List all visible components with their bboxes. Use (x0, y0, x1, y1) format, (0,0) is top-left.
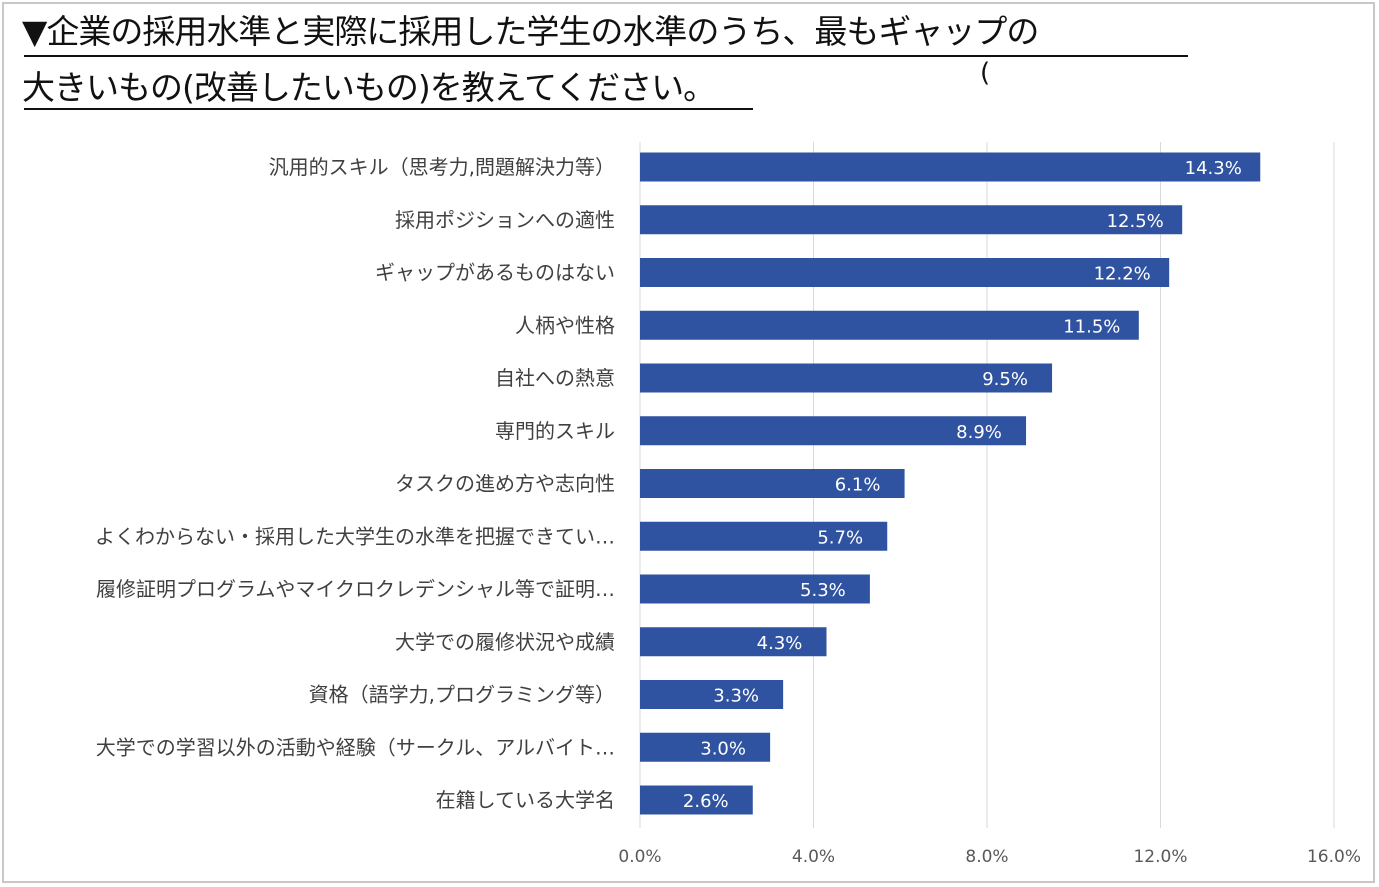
title-underline-2 (24, 108, 753, 110)
bar (640, 469, 905, 498)
bar-value-label: 6.1% (835, 475, 881, 496)
category-label: 汎用的スキル（思考力,問題解決力等） (269, 155, 615, 179)
category-label: 専門的スキル (495, 419, 615, 443)
data-labels: 14.3% 12.5% 12.2% 11.5% 9.5% 8.9% 6.1% 5.7% 5.3%… (683, 158, 1242, 812)
bar-value-label: 12.2% (1094, 264, 1151, 285)
x-axis-tick-labels: 0.0% 4.0% 8.0% 12.0% 16.0% (618, 847, 1361, 867)
category-label: 履修証明プログラムやマイクロクレデンシャル等で証明… (96, 577, 615, 601)
stray-parenthesis: ( (980, 58, 991, 88)
chart-title-line-1: ▼企業の採用水準と実際に採用した学生の水準のうち、最もギャップの (22, 12, 1039, 51)
x-tick-label: 16.0% (1307, 847, 1361, 867)
bar (640, 574, 870, 604)
bar (640, 205, 1183, 235)
chart-title-line-2: 大きいもの(改善したいもの)を教えてください。 (22, 68, 716, 107)
bar-value-label: 12.5% (1107, 211, 1164, 232)
category-label: 人柄や性格 (515, 313, 615, 337)
category-label: ギャップがあるものはない (375, 261, 615, 285)
bar-value-label: 4.3% (757, 633, 803, 654)
category-label: タスクの進め方や志向性 (395, 472, 615, 496)
bar-value-label: 11.5% (1063, 316, 1120, 337)
bar (640, 680, 784, 709)
bar-value-label: 5.7% (817, 527, 863, 548)
category-labels: 汎用的スキル（思考力,問題解決力等） 採用ポジションへの適性ギャップがあるものはな… (95, 155, 615, 812)
category-label: 大学での履修状況や成績 (395, 630, 615, 654)
category-label: 自社への熱意 (495, 366, 615, 390)
bar (640, 310, 1139, 340)
category-label: よくわからない・採用した大学生の水準を把握できてい… (95, 524, 615, 548)
bar-value-label: 14.3% (1185, 158, 1242, 179)
bar-value-label: 2.6% (683, 791, 729, 812)
bar (640, 152, 1261, 182)
bar (640, 732, 771, 762)
title-underline-1 (24, 55, 1188, 57)
bars (640, 152, 1261, 815)
x-tick-label: 12.0% (1133, 847, 1187, 867)
bar (640, 521, 888, 551)
bar (640, 785, 753, 815)
bar (640, 363, 1053, 393)
bar-value-label: 5.3% (800, 580, 846, 601)
x-tick-label: 4.0% (792, 847, 835, 867)
x-tick-label: 0.0% (618, 847, 661, 867)
category-label: 採用ポジションへの適性 (395, 208, 615, 232)
bar (640, 258, 1170, 287)
bar-value-label: 8.9% (956, 422, 1002, 443)
category-label: 資格（語学力,プログラミング等） (309, 683, 615, 707)
bar (640, 416, 1027, 446)
bar-value-label: 9.5% (982, 369, 1028, 390)
bar-value-label: 3.0% (700, 738, 746, 759)
category-label: 大学での学習以外の活動や経験（サークル、アルバイト… (96, 735, 615, 759)
bar-value-label: 3.3% (713, 686, 759, 707)
category-label: 在籍している大学名 (436, 788, 615, 812)
bar (640, 627, 827, 657)
x-tick-label: 8.0% (965, 847, 1008, 867)
